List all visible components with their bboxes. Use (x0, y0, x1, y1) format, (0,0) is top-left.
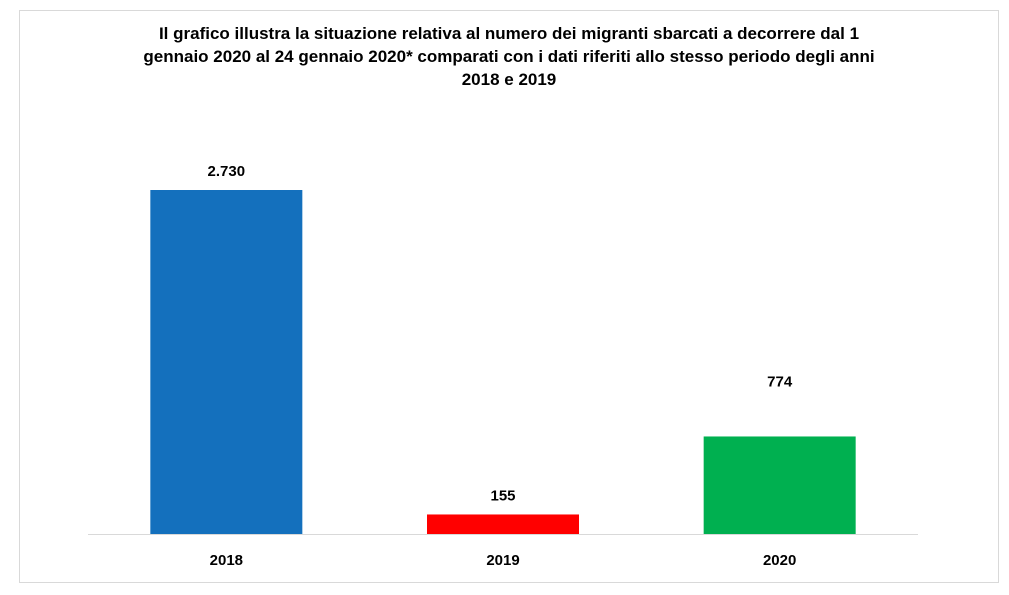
chart-title-line-2: gennaio 2020 al 24 gennaio 2020* compara… (143, 47, 875, 66)
bar-2020 (703, 436, 856, 534)
data-label-2018: 2.730 (208, 163, 246, 180)
chart-title-line-3: 2018 e 2019 (461, 70, 557, 89)
x-tick-label-2020: 2020 (763, 552, 796, 569)
x-tick-labels-group: 2018 2019 2020 (210, 552, 797, 569)
bar-2019 (427, 514, 579, 534)
chart-title: Il grafico illustra la situazione relati… (19, 22, 999, 91)
bars-group (150, 190, 856, 534)
value-labels-group: 2.730 155 774 (208, 163, 793, 504)
x-tick-label-2019: 2019 (486, 552, 519, 569)
bar-2018 (150, 190, 303, 534)
chart-title-line-1: Il grafico illustra la situazione relati… (158, 24, 860, 43)
x-tick-label-2018: 2018 (210, 552, 243, 569)
data-label-2020: 774 (767, 373, 793, 390)
data-label-2019: 155 (490, 487, 515, 504)
